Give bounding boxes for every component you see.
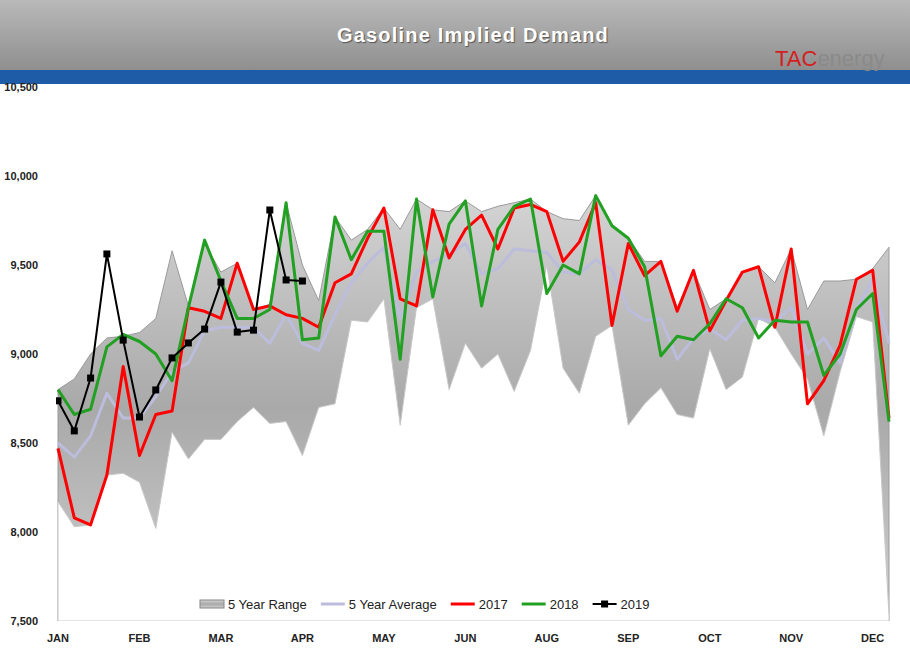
y-tick-label: 9,000 [10, 348, 38, 360]
series-line [58, 196, 889, 422]
marker [250, 327, 257, 334]
header-bar [0, 0, 910, 70]
x-tick-label: DEC [861, 632, 884, 644]
legend-marker [601, 601, 608, 608]
x-tick-label: SEP [617, 632, 639, 644]
marker [283, 276, 290, 283]
range-high [58, 196, 889, 621]
y-tick-label: 10,000 [4, 170, 38, 182]
legend-label: 2018 [550, 597, 579, 612]
y-tick-label: 10,500 [4, 81, 38, 93]
logo-part: TAC [775, 46, 817, 71]
x-tick-label: NOV [779, 632, 804, 644]
legend: 5 Year Range 5 Year Average 2017 2018 2019 [200, 597, 650, 612]
x-tick-label: AUG [535, 632, 559, 644]
marker [56, 397, 62, 404]
legend-label: 5 Year Range [228, 597, 307, 612]
legend-swatch [200, 600, 224, 608]
marker [120, 337, 127, 344]
logo-part: energy [817, 46, 884, 71]
marker [169, 354, 176, 361]
marker [103, 250, 110, 257]
legend-swatch [321, 603, 345, 606]
marker [201, 326, 208, 333]
x-tick-label: JAN [47, 632, 69, 644]
marker [152, 386, 159, 393]
legend-swatch [451, 603, 475, 606]
series-line [58, 210, 302, 431]
x-tick-label: MAY [372, 632, 396, 644]
y-tick-label: 9,500 [10, 259, 38, 271]
legend-label: 5 Year Average [349, 597, 437, 612]
y-tick-label: 8,000 [10, 526, 38, 538]
title: Gasoline Implied Demand [337, 24, 609, 46]
marker [87, 375, 94, 382]
x-tick-label: JUN [454, 632, 476, 644]
marker [299, 278, 306, 285]
x-tick-label: OCT [698, 632, 722, 644]
legend-label: 2017 [479, 597, 508, 612]
legend-swatch [522, 603, 546, 606]
x-tick-label: MAR [208, 632, 233, 644]
y-tick-label: 8,500 [10, 437, 38, 449]
marker [217, 279, 224, 286]
plot-area [56, 196, 889, 621]
x-tick-label: APR [291, 632, 314, 644]
y-tick-label: 7,500 [10, 615, 38, 627]
legend-label: 2019 [621, 597, 650, 612]
header-stripe [0, 70, 910, 84]
marker [266, 206, 273, 213]
x-tick-label: FEB [128, 632, 150, 644]
chart: Gasoline Implied Demand TACenergy 7,500 8,0… [0, 0, 910, 659]
marker [234, 329, 241, 336]
marker [185, 339, 192, 346]
marker [71, 427, 78, 434]
marker [136, 414, 143, 421]
logo: TACenergy [775, 46, 885, 71]
